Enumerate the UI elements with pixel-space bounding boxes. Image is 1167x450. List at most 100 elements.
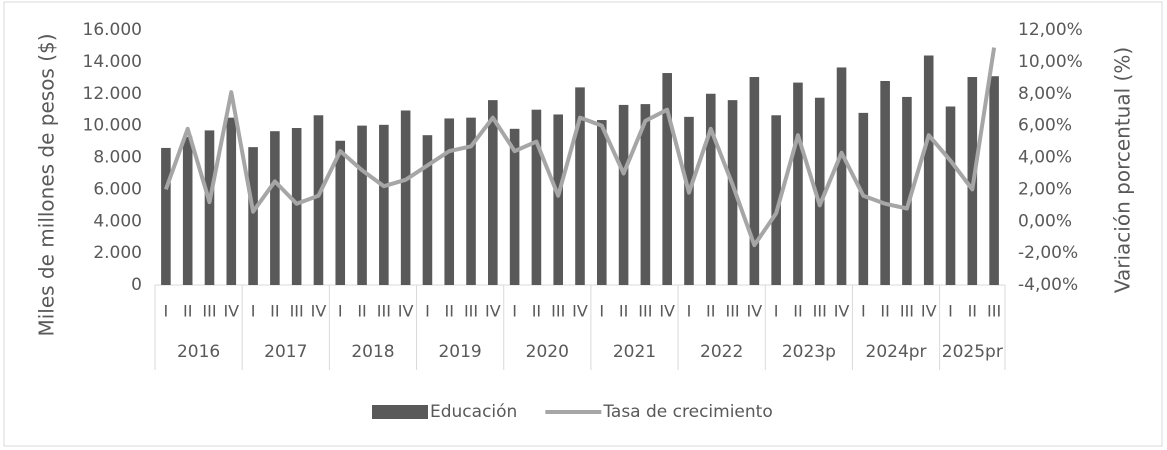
x-tick-label: IV [921, 302, 937, 321]
bar [379, 124, 389, 285]
y-tick-label: 6.000 [93, 179, 142, 199]
x-tick-label: I [599, 302, 604, 321]
bar [618, 104, 629, 285]
x-tick-label: II [706, 302, 715, 321]
y2-tick-label: 2,00% [1018, 179, 1072, 199]
group-label: 2019 [438, 342, 481, 362]
bar [662, 73, 672, 285]
group-label: 2023p [782, 342, 836, 362]
y-tick-label: 4.000 [93, 211, 142, 231]
x-tick-label: II [183, 302, 192, 321]
bar [749, 77, 760, 285]
x-tick-label: III [202, 302, 216, 321]
bar [182, 136, 193, 285]
bar [291, 128, 302, 285]
bar [836, 67, 847, 285]
bar [814, 97, 825, 285]
x-tick-label: III [987, 302, 1001, 321]
bar [204, 130, 215, 285]
line [164, 47, 997, 248]
bar [793, 82, 803, 285]
bar [161, 147, 171, 285]
bar [705, 93, 716, 285]
bar [466, 117, 476, 285]
legend-label: Tasa de crecimiento [602, 402, 772, 422]
x-tick-label: I [164, 302, 169, 321]
y2-tick-label: -4,00% [1018, 275, 1078, 295]
y-tick-label: 8.000 [93, 148, 142, 168]
bar [553, 114, 563, 285]
x-tick-label: IV [572, 302, 588, 321]
x-tick-label: IV [485, 302, 501, 321]
y-tick-label: 2.000 [93, 243, 142, 263]
x-tick-label: IV [747, 302, 763, 321]
y-tick-label: 0 [131, 275, 142, 295]
x-tick-label: IV [398, 302, 414, 321]
x-tick-label: II [445, 302, 454, 321]
bar [989, 76, 999, 285]
y2-tick-label: 6,00% [1018, 116, 1072, 136]
x-tick-label: I [425, 302, 430, 321]
y2-tick-label: 12,00% [1018, 20, 1083, 40]
bar [248, 147, 258, 285]
bar [923, 55, 934, 285]
x-tick-label: III [900, 302, 914, 321]
y2-tick-label: 0,00% [1018, 211, 1072, 231]
x-tick-label: II [880, 302, 889, 321]
group-label: 2018 [351, 342, 394, 362]
group-label: 2020 [526, 342, 569, 362]
x-tick-label: I [251, 302, 256, 321]
x-tick-label: I [861, 302, 866, 321]
y-tick-label: 14.000 [83, 52, 142, 72]
group-label: 2021 [613, 342, 656, 362]
x-tick-label: II [357, 302, 366, 321]
x-tick-label: I [512, 302, 517, 321]
x-tick-label: II [793, 302, 802, 321]
y2-tick-label: 10,00% [1018, 52, 1083, 72]
x-tick-label: IV [659, 302, 675, 321]
bar [444, 118, 455, 285]
y2-tick-label: -2,00% [1018, 243, 1078, 263]
x-tick-label: I [687, 302, 692, 321]
x-tick-label: III [464, 302, 478, 321]
bar [226, 117, 237, 285]
legend-label: Educación [430, 402, 517, 422]
bar [597, 120, 607, 285]
x-tick-label: II [532, 302, 541, 321]
bar [422, 135, 433, 285]
bar [771, 115, 781, 285]
bar [880, 81, 890, 285]
y2-axis-title: Variación porcentual (%) [1111, 47, 1135, 293]
bar [902, 96, 912, 285]
x-tick-label: II [270, 302, 279, 321]
bar [858, 112, 869, 285]
bar [531, 109, 542, 285]
x-tick-label: III [638, 302, 652, 321]
y2-tick-label: 4,00% [1018, 148, 1072, 168]
y-tick-label: 12.000 [83, 84, 142, 104]
bar [400, 110, 411, 285]
x-tick-label: III [290, 302, 304, 321]
x-tick-label: III [725, 302, 739, 321]
x-tick-label: II [968, 302, 977, 321]
group-label: 2017 [264, 342, 307, 362]
bar [357, 125, 367, 285]
bar [684, 116, 694, 285]
x-tick-label: IV [834, 302, 850, 321]
x-tick-label: III [377, 302, 391, 321]
x-tick-label: IV [223, 302, 239, 321]
x-tick-label: I [338, 302, 343, 321]
bar [575, 87, 585, 285]
legend-swatch [372, 405, 428, 419]
y-tick-label: 16.000 [83, 20, 142, 40]
bar [640, 104, 651, 285]
bar [509, 128, 520, 285]
x-tick-label: II [619, 302, 628, 321]
y-tick-label: 10.000 [83, 116, 142, 136]
bar [945, 106, 956, 285]
group-label: 2016 [177, 342, 220, 362]
y2-tick-label: 8,00% [1018, 84, 1072, 104]
y-axis-title: Miles de millones de pesos ($) [35, 33, 59, 336]
group-label: 2025pr [942, 342, 1003, 362]
x-tick-label: III [813, 302, 827, 321]
